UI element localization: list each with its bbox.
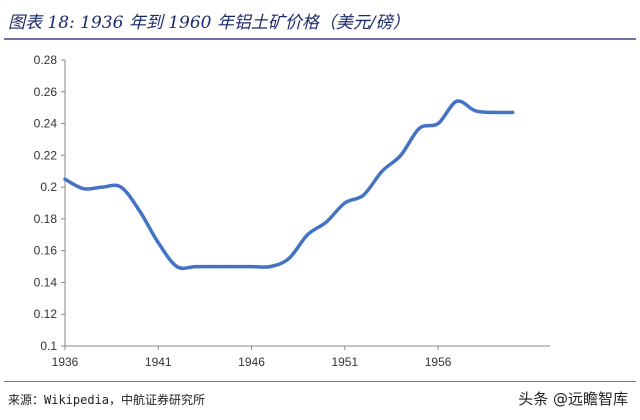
data-point	[492, 110, 496, 114]
data-point	[324, 220, 328, 224]
data-point	[473, 109, 477, 113]
data-point	[380, 169, 384, 173]
series-line	[63, 99, 515, 271]
data-point	[287, 257, 291, 261]
x-axis-ticks: 1936 1941 1946 1951 1956	[52, 346, 452, 369]
y-tick-label: 0.26	[34, 85, 58, 99]
data-point	[82, 187, 86, 191]
data-point	[212, 265, 216, 269]
data-point	[361, 193, 365, 197]
series-layer	[63, 99, 515, 271]
data-point	[455, 99, 459, 103]
x-tick-label: 1936	[52, 355, 79, 369]
data-point	[511, 110, 515, 114]
title-divider	[4, 38, 636, 40]
chart-axes	[64, 60, 550, 347]
data-point	[231, 265, 235, 269]
y-tick-label: 0.28	[34, 53, 58, 67]
chart-title: 图表 18: 1936 年到 1960 年铝土矿价格（美元/磅）	[8, 13, 410, 33]
line-chart: 0.1 0.12 0.14 0.16 0.18 0.2 0.22 0.24 0.26 0.28 1…	[34, 53, 550, 369]
y-tick-label: 0.2	[40, 180, 57, 194]
y-axis-ticks: 0.1 0.12 0.14 0.16 0.18 0.2 0.22 0.24 0.26 0.28	[34, 53, 65, 353]
data-point	[250, 265, 254, 269]
y-tick-label: 0.22	[34, 148, 58, 162]
y-tick-label: 0.12	[34, 307, 58, 321]
data-point	[417, 126, 421, 130]
data-point	[194, 265, 198, 269]
data-point	[156, 241, 160, 245]
y-tick-label: 0.16	[34, 244, 58, 258]
x-tick-label: 1946	[238, 355, 265, 369]
y-tick-label: 0.18	[34, 212, 58, 226]
data-point	[63, 177, 67, 181]
data-point	[268, 265, 272, 269]
data-point	[343, 201, 347, 205]
y-tick-label: 0.14	[34, 275, 58, 289]
footer-divider	[4, 381, 636, 382]
data-point	[306, 233, 309, 237]
x-tick-label: 1951	[331, 355, 358, 369]
x-tick-label: 1941	[145, 355, 172, 369]
data-point	[175, 265, 179, 269]
data-point	[119, 185, 123, 189]
y-tick-label: 0.1	[40, 339, 57, 353]
data-point	[399, 153, 403, 157]
source-note: 来源：Wikipedia，中航证券研究所	[8, 393, 206, 407]
data-point	[138, 209, 142, 213]
watermark: 头条 @远瞻智库	[518, 390, 628, 408]
y-tick-label: 0.24	[34, 117, 58, 131]
data-point	[436, 122, 440, 126]
data-point	[100, 185, 104, 189]
x-tick-label: 1956	[425, 355, 452, 369]
